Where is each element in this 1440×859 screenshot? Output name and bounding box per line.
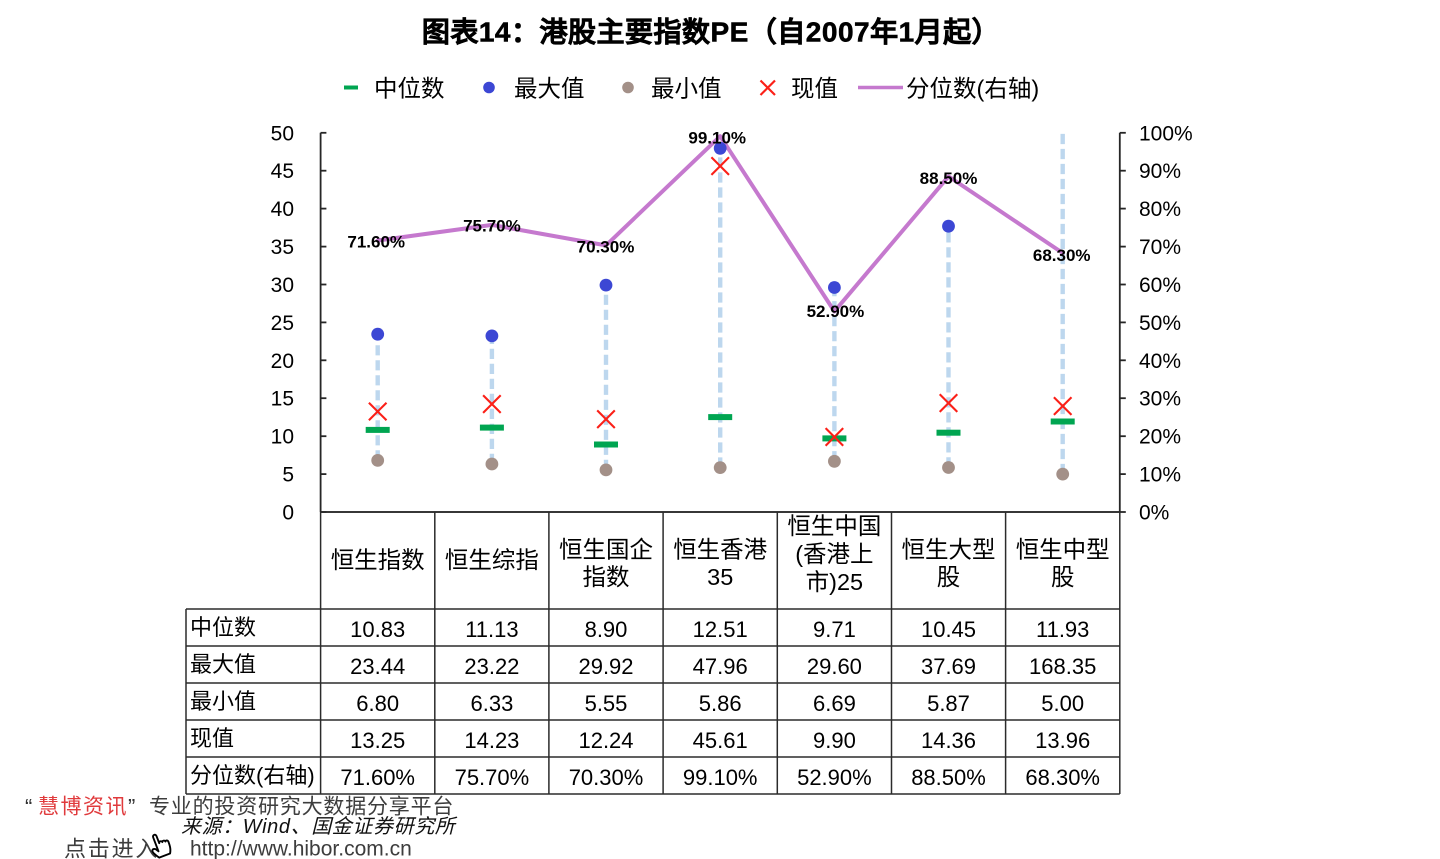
svg-text:12.51: 12.51 — [693, 617, 748, 642]
svg-text:点击进入: 点击进入 — [64, 837, 159, 859]
svg-text:13.96: 13.96 — [1035, 728, 1090, 753]
svg-text:9.90: 9.90 — [813, 728, 856, 753]
svg-text:52.90%: 52.90% — [807, 302, 865, 321]
svg-text:50%: 50% — [1139, 312, 1181, 335]
svg-text:45: 45 — [271, 160, 294, 183]
svg-text:分位数(右轴): 分位数(右轴) — [906, 76, 1039, 102]
svg-text:最大值: 最大值 — [190, 652, 256, 677]
svg-text:”: ” — [128, 795, 135, 820]
svg-text:10: 10 — [271, 426, 294, 449]
svg-text:71.60%: 71.60% — [347, 233, 405, 252]
svg-text:最小值: 最小值 — [190, 689, 256, 714]
svg-text:47.96: 47.96 — [693, 654, 748, 679]
svg-text:来源：Wind、国金证券研究所: 来源：Wind、国金证券研究所 — [181, 816, 458, 838]
svg-text:20%: 20% — [1139, 426, 1181, 449]
svg-text:168.35: 168.35 — [1029, 654, 1096, 679]
svg-text:29.60: 29.60 — [807, 654, 862, 679]
svg-text:5.00: 5.00 — [1041, 691, 1084, 716]
svg-text:70.30%: 70.30% — [569, 765, 644, 790]
svg-text:恒生指数: 恒生指数 — [331, 547, 425, 573]
svg-text:现值: 现值 — [190, 726, 234, 751]
svg-text:8.90: 8.90 — [585, 617, 628, 642]
svg-text:80%: 80% — [1139, 198, 1181, 221]
svg-text:恒生综指: 恒生综指 — [445, 547, 539, 573]
svg-text:15: 15 — [271, 388, 294, 411]
svg-text:99.10%: 99.10% — [688, 128, 746, 147]
svg-text:13.25: 13.25 — [350, 728, 405, 753]
svg-text:14.36: 14.36 — [921, 728, 976, 753]
svg-text:现值: 现值 — [791, 76, 838, 102]
svg-text:(香港上: (香港上 — [795, 541, 873, 567]
svg-text:恒生中型: 恒生中型 — [1016, 537, 1110, 563]
svg-text:35: 35 — [707, 564, 733, 590]
svg-text:45.61: 45.61 — [693, 728, 748, 753]
svg-text:75.70%: 75.70% — [463, 217, 521, 236]
svg-text:中位数: 中位数 — [374, 76, 445, 102]
svg-text:市)25: 市)25 — [806, 569, 863, 595]
svg-text:指数: 指数 — [583, 564, 630, 590]
svg-text:9.71: 9.71 — [813, 617, 856, 642]
svg-text:中位数: 中位数 — [190, 615, 256, 640]
svg-text:http://www.hibor.com.cn: http://www.hibor.com.cn — [190, 838, 412, 859]
svg-text:5.87: 5.87 — [927, 691, 970, 716]
svg-text:慧博资讯: 慧博资讯 — [38, 796, 128, 819]
svg-text:12.24: 12.24 — [578, 728, 633, 753]
svg-text:专业的投资研究大数据分享平台: 专业的投资研究大数据分享平台 — [149, 796, 454, 819]
svg-text:25: 25 — [271, 312, 294, 335]
svg-text:75.70%: 75.70% — [455, 765, 530, 790]
svg-text:37.69: 37.69 — [921, 654, 976, 679]
svg-text:6.80: 6.80 — [356, 691, 399, 716]
svg-text:23.44: 23.44 — [350, 654, 405, 679]
svg-text:50: 50 — [271, 122, 294, 145]
svg-text:6.33: 6.33 — [470, 691, 513, 716]
svg-text:68.30%: 68.30% — [1025, 765, 1100, 790]
svg-text:30%: 30% — [1139, 388, 1181, 411]
svg-text:30: 30 — [271, 274, 294, 297]
svg-text:最大值: 最大值 — [514, 76, 585, 102]
svg-text:5.86: 5.86 — [699, 691, 742, 716]
svg-text:70.30%: 70.30% — [577, 238, 635, 257]
svg-text:52.90%: 52.90% — [797, 765, 872, 790]
svg-text:10%: 10% — [1139, 464, 1181, 487]
svg-text:99.10%: 99.10% — [683, 765, 758, 790]
svg-text:10.83: 10.83 — [350, 617, 405, 642]
svg-text:恒生香港: 恒生香港 — [673, 537, 767, 563]
svg-text:恒生大型: 恒生大型 — [902, 537, 996, 563]
svg-text:股: 股 — [1051, 564, 1075, 590]
svg-text:60%: 60% — [1139, 274, 1181, 297]
svg-text:5: 5 — [282, 464, 294, 487]
svg-text:股: 股 — [937, 564, 961, 590]
svg-text:0%: 0% — [1139, 502, 1169, 525]
svg-text:88.50%: 88.50% — [911, 765, 986, 790]
svg-text:11.13: 11.13 — [465, 617, 518, 642]
svg-text:10.45: 10.45 — [921, 617, 976, 642]
svg-text:最小值: 最小值 — [651, 76, 722, 102]
svg-text:14.23: 14.23 — [464, 728, 519, 753]
svg-text:5.55: 5.55 — [585, 691, 628, 716]
svg-text:29.92: 29.92 — [578, 654, 633, 679]
svg-text:23.22: 23.22 — [464, 654, 519, 679]
svg-text:88.50%: 88.50% — [920, 169, 978, 188]
svg-text:35: 35 — [271, 236, 294, 259]
svg-text:71.60%: 71.60% — [340, 765, 415, 790]
svg-text:40%: 40% — [1139, 350, 1181, 373]
svg-text:图表14：港股主要指数PE（自2007年1月起）: 图表14：港股主要指数PE（自2007年1月起） — [422, 16, 1000, 48]
svg-text:90%: 90% — [1139, 160, 1181, 183]
svg-text:68.30%: 68.30% — [1033, 246, 1091, 265]
svg-text:恒生中国: 恒生中国 — [787, 513, 881, 539]
svg-text:分位数(右轴): 分位数(右轴) — [190, 763, 315, 788]
svg-text:70%: 70% — [1139, 236, 1181, 259]
svg-text:恒生国企: 恒生国企 — [559, 537, 653, 563]
svg-text:6.69: 6.69 — [813, 691, 856, 716]
svg-text:11.93: 11.93 — [1036, 617, 1089, 642]
svg-text:0: 0 — [282, 502, 294, 525]
svg-text:100%: 100% — [1139, 122, 1193, 145]
svg-text:20: 20 — [271, 350, 294, 373]
svg-text:“: “ — [25, 795, 32, 820]
svg-text:40: 40 — [271, 198, 294, 221]
